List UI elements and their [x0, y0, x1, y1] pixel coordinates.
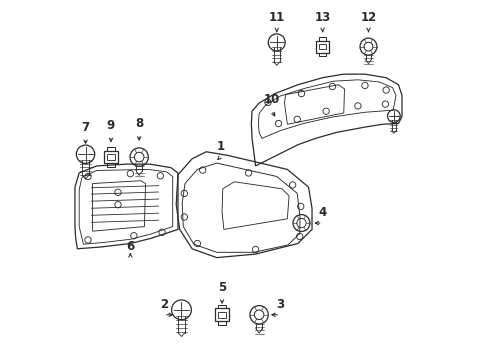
Text: 6: 6 [126, 240, 134, 253]
Text: 1: 1 [216, 140, 224, 153]
Text: 13: 13 [315, 11, 331, 24]
Text: 9: 9 [107, 119, 115, 132]
Text: 11: 11 [269, 11, 285, 24]
Text: 12: 12 [360, 11, 377, 24]
Text: 3: 3 [276, 297, 284, 311]
Text: 8: 8 [135, 117, 143, 130]
Text: 7: 7 [81, 121, 90, 134]
Text: 2: 2 [160, 297, 168, 311]
Text: 4: 4 [318, 206, 327, 219]
Text: 10: 10 [263, 93, 280, 106]
Text: 5: 5 [218, 281, 226, 294]
